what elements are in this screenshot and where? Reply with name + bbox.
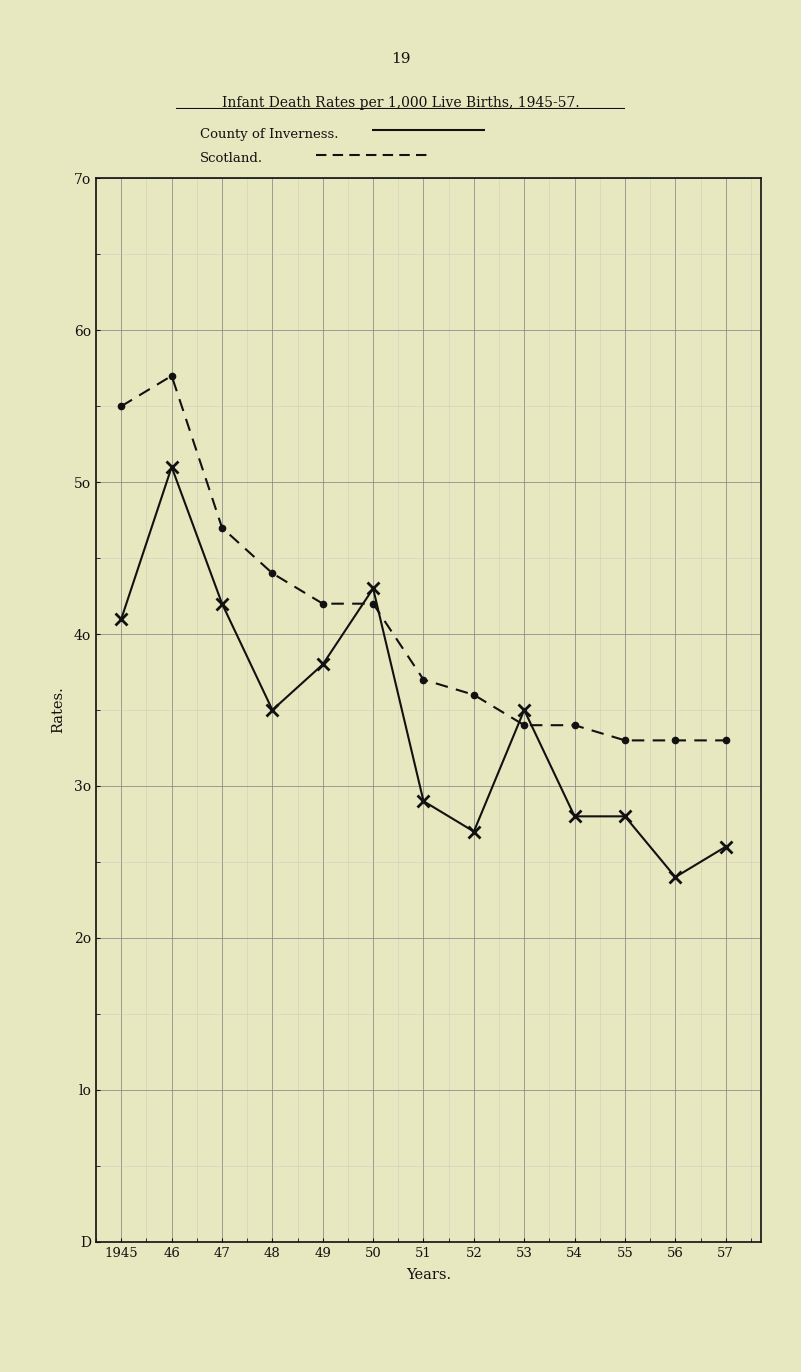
Text: Scotland.: Scotland. (200, 152, 264, 165)
Y-axis label: Rates.: Rates. (52, 686, 66, 734)
Text: Infant Death Rates per 1,000 Live Births, 1945-57.: Infant Death Rates per 1,000 Live Births… (222, 96, 579, 110)
Text: 19: 19 (391, 52, 410, 66)
Text: County of Inverness.: County of Inverness. (200, 128, 339, 140)
X-axis label: Years.: Years. (406, 1268, 451, 1281)
